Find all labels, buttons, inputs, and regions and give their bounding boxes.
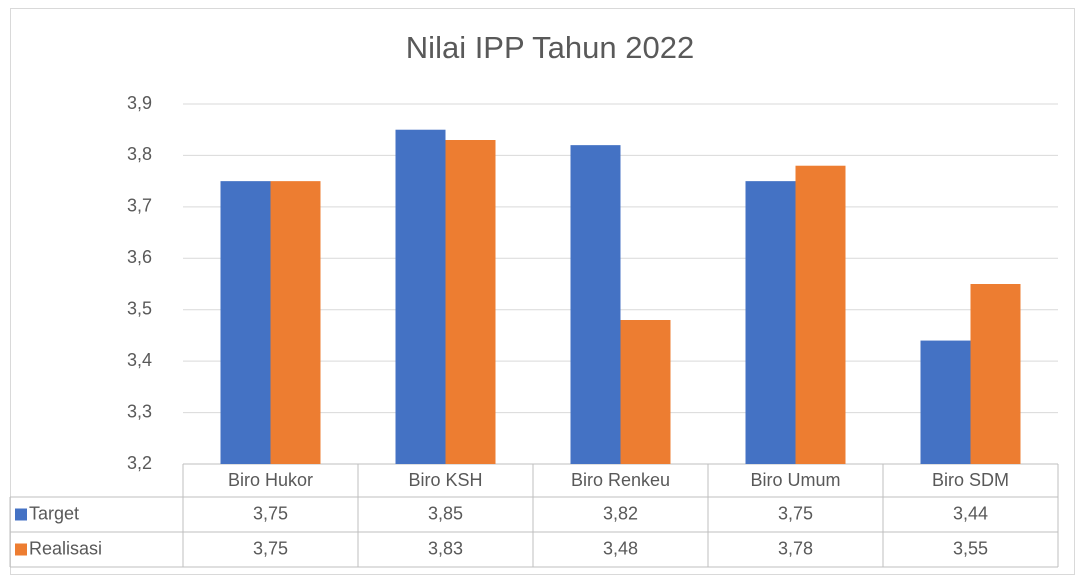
y-tick-label: 3,8 xyxy=(127,144,152,164)
bar xyxy=(795,165,846,464)
table-value: 3,55 xyxy=(953,538,988,558)
bar xyxy=(395,129,446,464)
bar xyxy=(220,181,271,464)
bar xyxy=(270,181,321,464)
x-tick-label: Biro Renkeu xyxy=(571,470,670,490)
table-value: 3,75 xyxy=(253,503,288,523)
y-tick-label: 3,9 xyxy=(127,93,152,113)
table-value: 3,75 xyxy=(778,503,813,523)
y-tick-label: 3,5 xyxy=(127,298,152,318)
x-tick-label: Biro KSH xyxy=(408,470,482,490)
y-tick-label: 3,2 xyxy=(127,453,152,473)
bar xyxy=(745,181,796,464)
table-value: 3,83 xyxy=(428,538,463,558)
bar xyxy=(570,145,621,464)
chart-border xyxy=(10,8,1075,575)
table-value: 3,78 xyxy=(778,538,813,558)
chart-title: Nilai IPP Tahun 2022 xyxy=(406,30,694,65)
x-tick-label: Biro Umum xyxy=(750,470,840,490)
legend-key xyxy=(15,543,27,556)
table-value: 3,48 xyxy=(603,538,638,558)
y-tick-label: 3,4 xyxy=(127,350,152,370)
bar xyxy=(920,340,971,464)
table-value: 3,85 xyxy=(428,503,463,523)
table-value: 3,75 xyxy=(253,538,288,558)
x-tick-label: Biro Hukor xyxy=(228,470,313,490)
bar xyxy=(445,140,496,464)
bar xyxy=(620,320,671,464)
x-tick-label: Biro SDM xyxy=(932,470,1009,490)
table-value: 3,44 xyxy=(953,503,988,523)
bar xyxy=(970,284,1021,464)
y-tick-label: 3,6 xyxy=(127,247,152,267)
legend-key xyxy=(15,508,27,521)
legend-label: Realisasi xyxy=(29,538,102,558)
legend-label: Target xyxy=(29,503,79,523)
table-value: 3,82 xyxy=(603,503,638,523)
y-tick-label: 3,7 xyxy=(127,196,152,216)
y-tick-label: 3,3 xyxy=(127,401,152,421)
